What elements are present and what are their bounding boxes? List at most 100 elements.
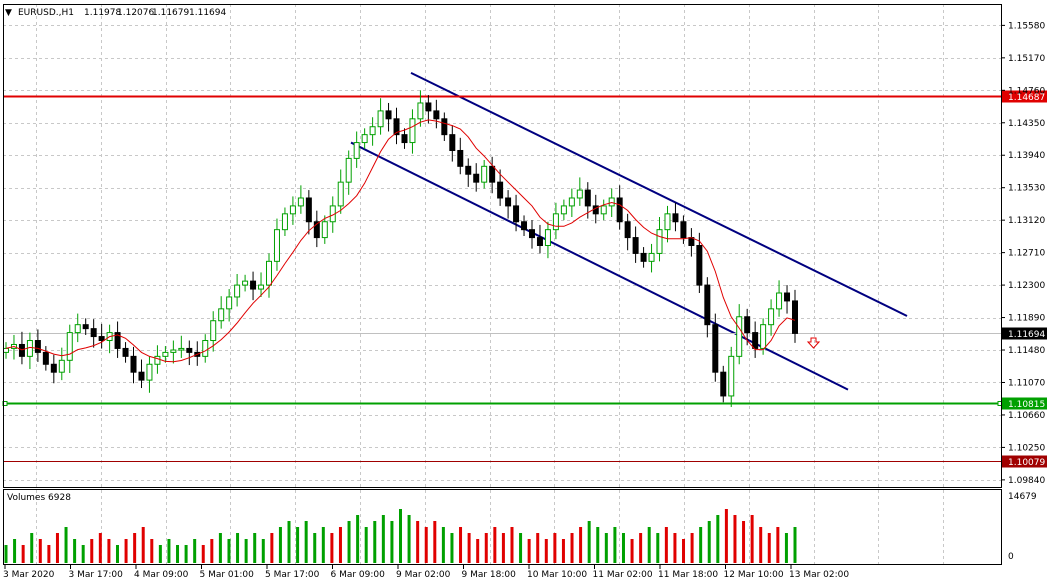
candle-body xyxy=(584,189,591,207)
candle-body xyxy=(656,229,663,254)
candle-body xyxy=(202,340,209,357)
volume-bar xyxy=(261,539,265,563)
price-tick-label: 1.15580 xyxy=(1008,21,1045,31)
candle-body xyxy=(433,110,440,120)
candle-body xyxy=(481,165,488,183)
time-axis: 3 Mar 2020 3 Mar 17:00 4 Mar 09:00 5 Mar 01… xyxy=(3,565,849,580)
volume-bar xyxy=(381,515,385,563)
candle-body xyxy=(497,181,504,199)
price-tick-label: 1.13940 xyxy=(1008,151,1045,161)
candle-body xyxy=(704,284,711,326)
volume-bar xyxy=(176,545,180,563)
candle-body xyxy=(90,328,97,338)
volume-bar xyxy=(690,533,694,563)
candle-body xyxy=(297,197,304,207)
candle-body xyxy=(138,371,145,381)
volume-bar xyxy=(561,539,565,563)
candle-body xyxy=(680,221,687,239)
volume-bar xyxy=(459,527,463,563)
volume-bar xyxy=(4,545,8,563)
candle-body xyxy=(361,134,368,144)
candle-body xyxy=(162,351,169,357)
volume-bar xyxy=(150,539,154,563)
candle-body xyxy=(242,280,249,286)
candle-body xyxy=(473,173,480,183)
candle-body xyxy=(768,308,775,326)
price-tick-label: 1.12710 xyxy=(1008,249,1045,259)
volume-bar xyxy=(682,539,686,563)
volume-bar xyxy=(296,527,300,563)
volume-bar xyxy=(536,533,540,563)
candle-body xyxy=(784,292,791,302)
volume-bar xyxy=(707,521,711,563)
volume-bar xyxy=(433,521,437,563)
volume-zero-tick: 0 xyxy=(1008,552,1014,562)
candle-body xyxy=(170,349,177,353)
candle-body xyxy=(377,110,384,128)
level-tag-label-resistance: 1.14687 xyxy=(1008,93,1045,103)
candle-body xyxy=(226,296,233,310)
volume-bar xyxy=(699,527,703,563)
candle-body xyxy=(74,324,81,334)
volume-bar xyxy=(613,527,617,563)
volume-bar xyxy=(304,521,308,563)
candle-body xyxy=(146,363,153,381)
volume-bar xyxy=(21,545,25,563)
time-tick-label: 6 Mar 09:00 xyxy=(331,570,386,580)
price-tick-label: 1.13530 xyxy=(1008,184,1045,194)
volume-bar xyxy=(193,539,197,563)
volume-bar xyxy=(733,515,737,563)
time-tick-label: 11 Mar 18:00 xyxy=(658,570,718,580)
price-tick-label: 1.10250 xyxy=(1008,443,1045,453)
time-tick-label: 11 Mar 02:00 xyxy=(593,570,653,580)
price-axis: 1.15580 1.15170 1.14760 1.14350 1.13940 1.135… xyxy=(1001,21,1045,486)
volume-bar xyxy=(107,539,111,563)
volume-bar xyxy=(742,521,746,563)
menu-chevron-icon[interactable]: ▼ xyxy=(5,8,12,18)
time-tick-label: 3 Mar 2020 xyxy=(3,570,55,580)
volume-bar xyxy=(330,533,334,563)
candle-body xyxy=(289,205,296,215)
low-price: 1.11679 xyxy=(152,8,189,18)
volume-bar xyxy=(210,539,214,563)
candle-body xyxy=(736,316,743,357)
volume-bar xyxy=(450,533,454,563)
candle-body xyxy=(337,181,344,207)
candle-body xyxy=(672,213,679,223)
level-tag-resistance xyxy=(1002,90,1047,103)
candle-body xyxy=(441,118,448,136)
volume-bar xyxy=(133,533,137,563)
volume-bar xyxy=(416,521,420,563)
candle-body xyxy=(18,343,25,357)
candle-body xyxy=(792,300,798,334)
candle-body xyxy=(186,347,193,353)
price-tick-label: 1.15170 xyxy=(1008,54,1045,64)
candlesticks xyxy=(3,90,798,408)
candle-body xyxy=(600,205,607,215)
candle-body xyxy=(313,221,320,239)
price-tick-label: 1.13120 xyxy=(1008,216,1045,226)
candle-body xyxy=(544,229,551,247)
volume-bar xyxy=(218,533,222,563)
volume-bar xyxy=(759,527,763,563)
volume-bar xyxy=(141,527,145,563)
volume-bar xyxy=(158,545,162,563)
candle-body xyxy=(369,126,376,136)
volume-bar xyxy=(227,539,231,563)
candle-body xyxy=(58,359,65,373)
volume-bar xyxy=(373,521,377,563)
volume-bar xyxy=(124,539,128,563)
candle-body xyxy=(385,110,392,120)
candle-body xyxy=(744,316,751,334)
volume-bar xyxy=(338,527,342,563)
candle-body xyxy=(632,237,639,254)
volume-bar xyxy=(527,539,531,563)
level-tag-label-support: 1.10815 xyxy=(1008,400,1045,410)
volume-bar xyxy=(587,521,591,563)
volume-bar xyxy=(270,533,274,563)
volume-bar xyxy=(793,527,797,563)
volume-bar xyxy=(621,533,625,563)
current-price-label: 1.11694 xyxy=(1008,330,1045,340)
candle-body xyxy=(489,165,496,183)
